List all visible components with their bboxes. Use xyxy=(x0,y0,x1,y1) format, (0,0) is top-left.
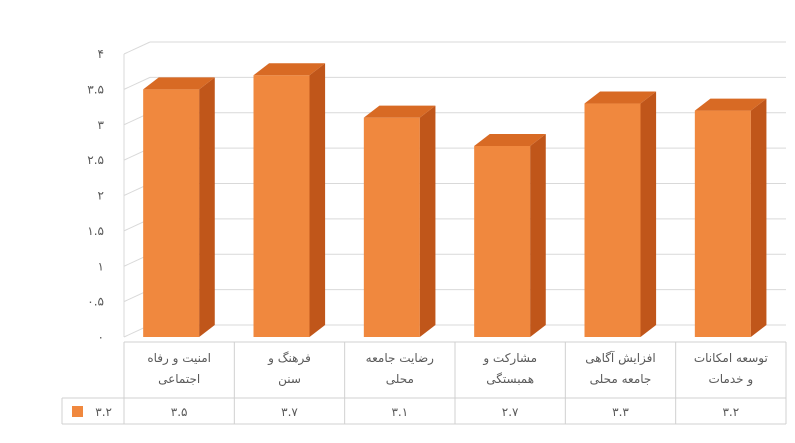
legend-swatch xyxy=(72,406,83,417)
bar-side xyxy=(750,98,767,337)
category-label: فرهنگ و xyxy=(267,351,311,366)
bar xyxy=(363,117,420,337)
category-label: اجتماعی xyxy=(158,372,200,386)
category-label: امنیت و رفاه xyxy=(147,351,211,366)
bars xyxy=(143,63,767,338)
bar-side xyxy=(309,63,326,337)
bar-top xyxy=(253,63,326,76)
bar-side xyxy=(640,91,657,338)
category-label: افزایش آگاهی xyxy=(585,350,656,366)
y-tick-label: ۳.۵ xyxy=(87,82,104,96)
bar-top xyxy=(474,133,546,146)
data-label: ۳.۲ xyxy=(722,405,739,419)
bar-side xyxy=(530,133,546,337)
gridline-depth xyxy=(123,76,151,90)
y-axis-ticks: ۰ ۰.۵ ۱ ۱.۵ ۲ ۲.۵ ۳ ۳.۵ ۴ xyxy=(87,47,104,344)
y-tick-label: ۲.۵ xyxy=(87,153,104,167)
data-label: ۳.۵ xyxy=(171,405,188,419)
y-tick-label: ۰ xyxy=(98,330,104,344)
bar-top xyxy=(363,105,436,118)
y-tick-label: ۰.۵ xyxy=(87,295,104,309)
category-label: جامعه محلی xyxy=(590,372,652,386)
bar-top xyxy=(694,98,767,111)
y-tick-label: ۳ xyxy=(98,118,105,132)
data-label: ۳.۱ xyxy=(391,405,408,419)
data-label: ۲.۷ xyxy=(502,405,519,419)
gridline-depth xyxy=(123,41,151,55)
bar-side xyxy=(419,105,436,337)
bar-side xyxy=(199,77,215,337)
bar xyxy=(143,89,200,337)
data-table: امنیت و رفاه اجتماعی ۳.۵ فرهنگ و سنن ۳.۷ رضایت… xyxy=(61,341,787,425)
category-label: محلی xyxy=(386,372,414,386)
y-tick-label: ۲ xyxy=(98,189,104,203)
bar-top xyxy=(584,91,657,104)
category-label: رضایت جامعه xyxy=(366,351,435,366)
bar xyxy=(694,110,751,337)
category-label: همبستگی xyxy=(486,372,534,386)
category-label: مشارکت و xyxy=(482,351,537,366)
y-tick-label: ۱ xyxy=(98,259,104,273)
bar xyxy=(474,145,531,337)
bar xyxy=(253,75,310,337)
bar-top xyxy=(143,77,215,90)
category-label: سنن xyxy=(278,372,301,387)
category-label: و خدمات xyxy=(708,372,753,387)
bar xyxy=(584,103,641,338)
gridlines xyxy=(123,41,786,338)
legend-label: ۳.۲ xyxy=(95,405,112,419)
data-label: ۳.۳ xyxy=(612,405,629,419)
y-tick-label: ۴ xyxy=(98,47,104,61)
y-tick-label: ۱.۵ xyxy=(87,224,104,238)
category-label: توسعه امکانات xyxy=(694,351,768,366)
data-label: ۳.۷ xyxy=(281,405,298,419)
